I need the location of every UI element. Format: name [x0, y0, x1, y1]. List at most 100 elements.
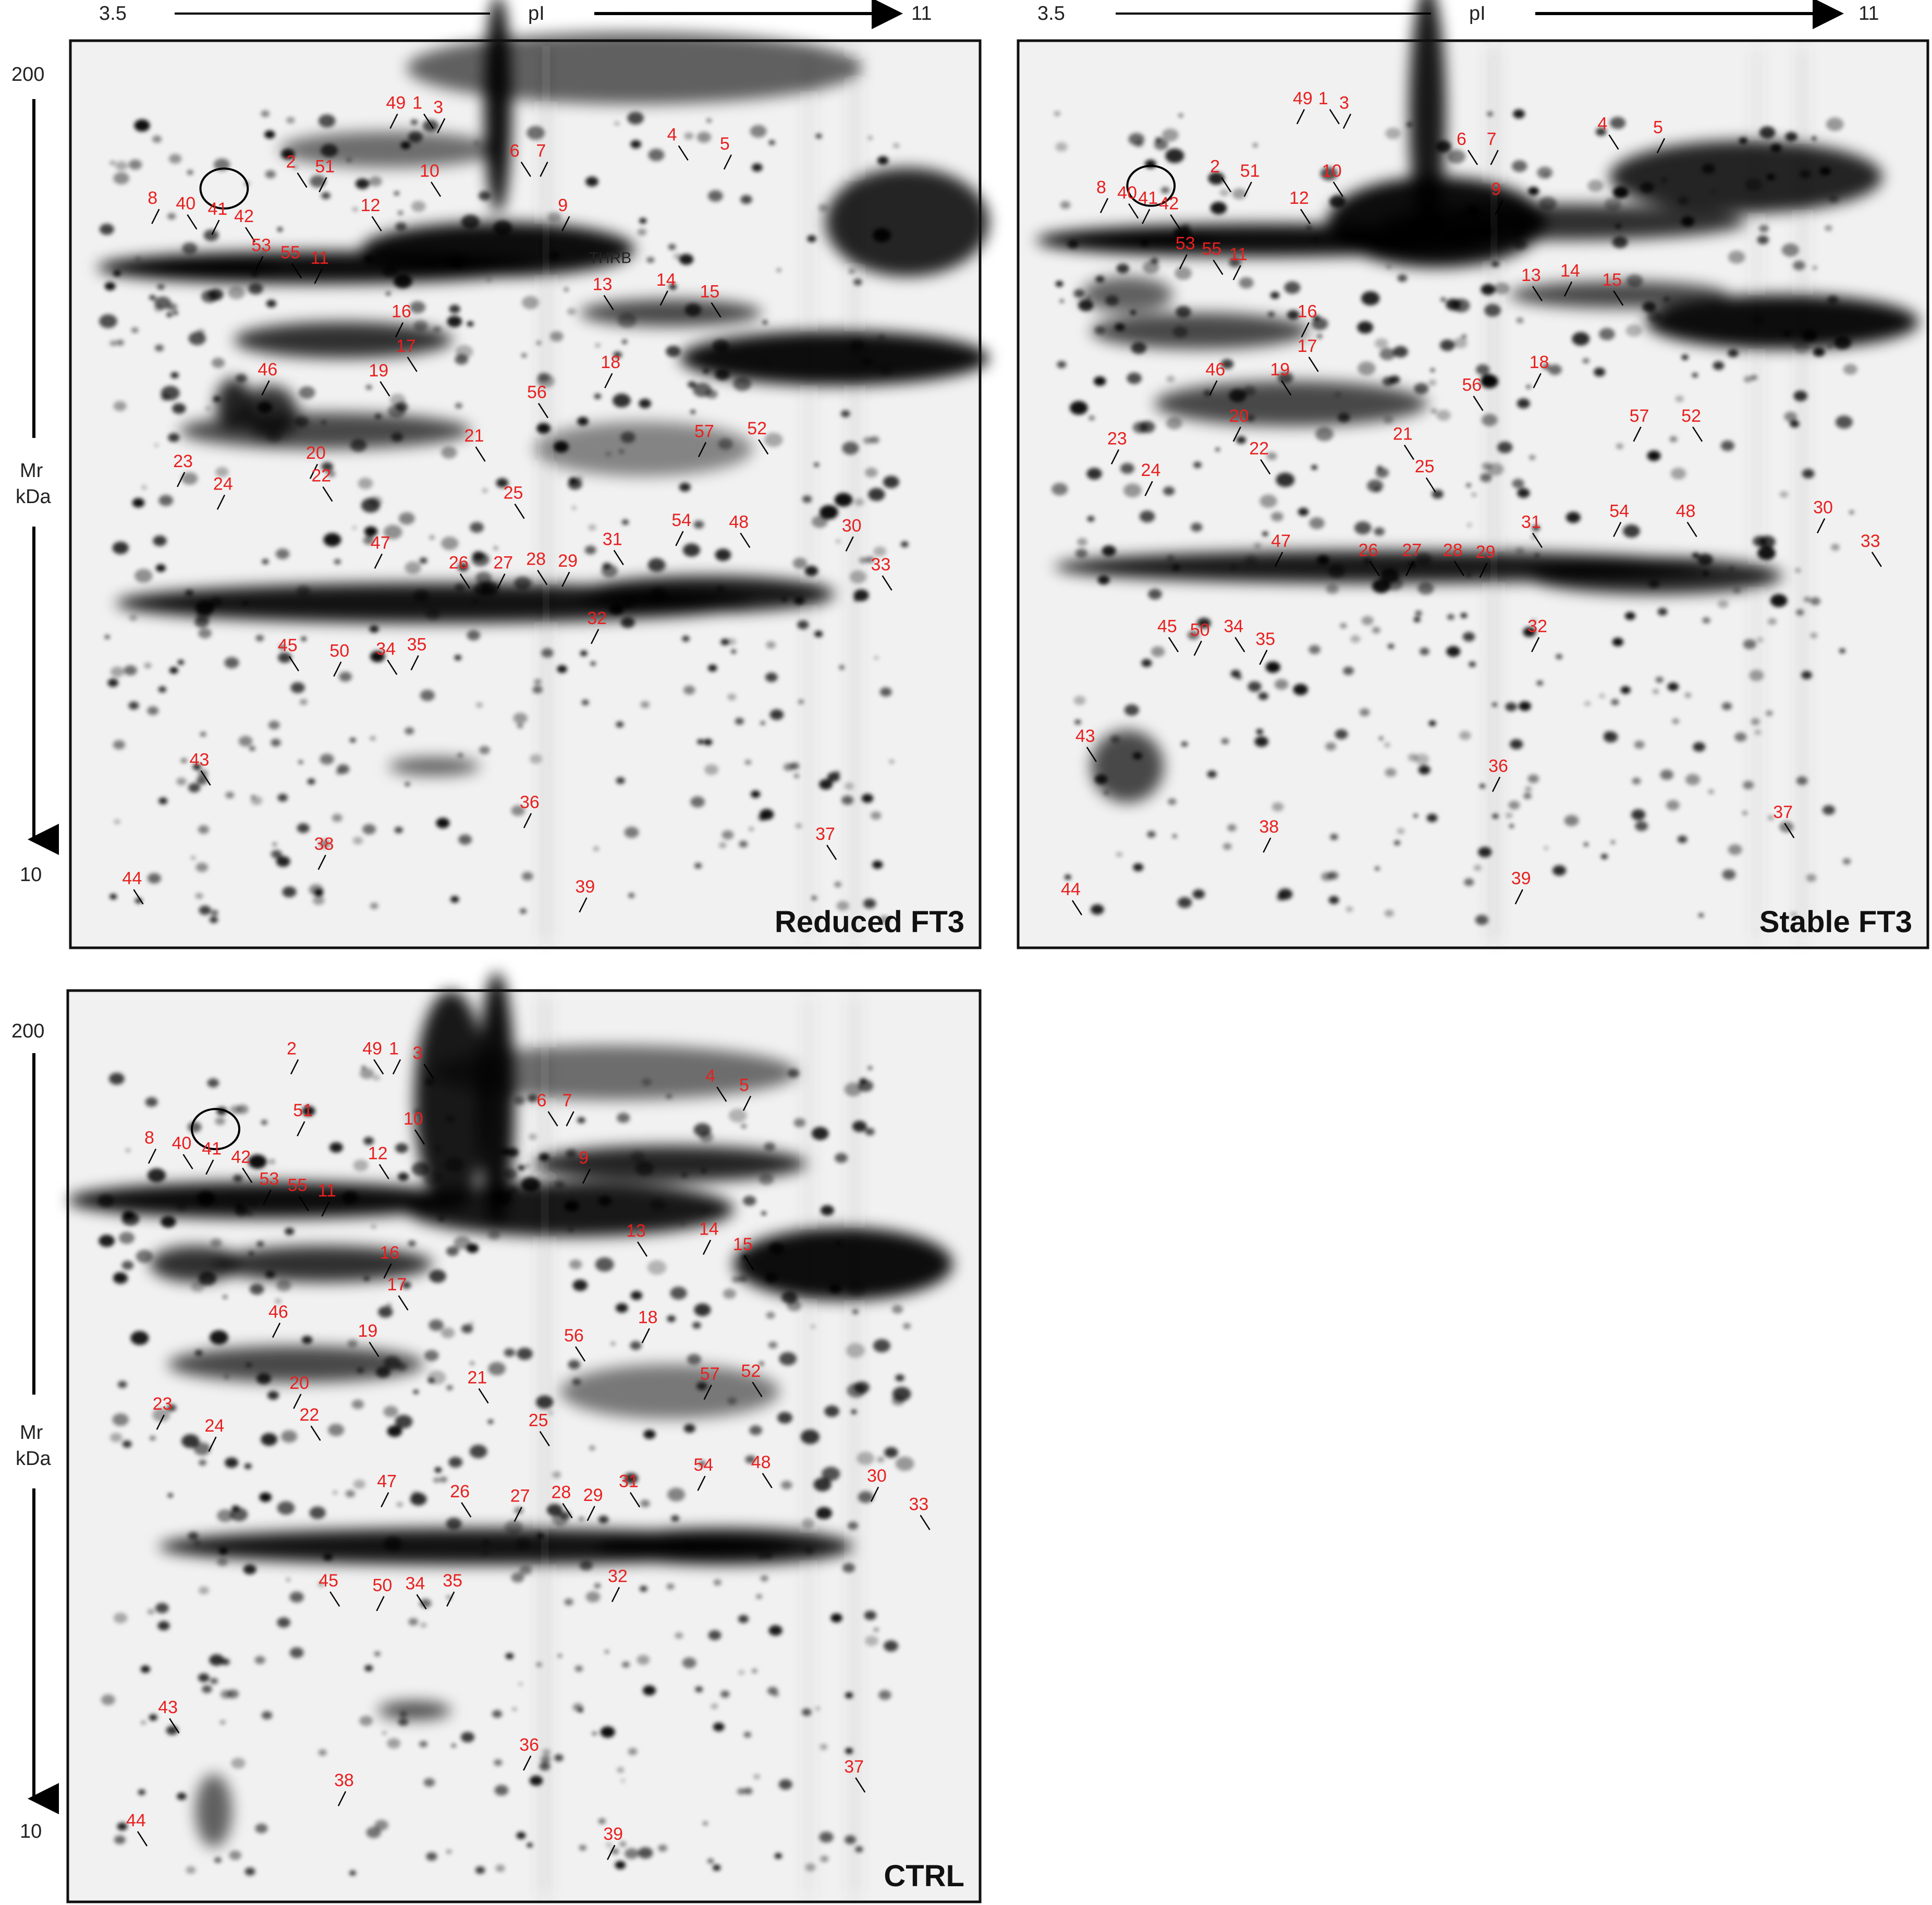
- protein-spot: [1702, 163, 1715, 174]
- protein-spot: [361, 498, 381, 513]
- protein-spot: [244, 1463, 252, 1469]
- protein-spot: [739, 840, 748, 848]
- protein-spot: [394, 826, 403, 834]
- spot-leader-line: [317, 854, 326, 870]
- protein-spot: [1634, 740, 1645, 749]
- protein-spot: [413, 320, 428, 332]
- protein-spot: [829, 1284, 841, 1293]
- spot-label-10: 10: [420, 161, 439, 181]
- protein-spot: [233, 1175, 243, 1182]
- protein-spot: [682, 636, 690, 642]
- protein-spot: [648, 558, 665, 571]
- protein-spot: [243, 1564, 256, 1574]
- protein-spot: [1827, 344, 1833, 348]
- spot-label-4: 4: [1598, 114, 1608, 134]
- protein-spot: [616, 721, 624, 728]
- spot-leader-line: [629, 1492, 641, 1508]
- protein-spot: [801, 1518, 815, 1529]
- protein-spot: [1389, 375, 1400, 384]
- protein-spot: [879, 687, 892, 697]
- protein-spot: [475, 571, 492, 584]
- protein-spot: [1506, 812, 1513, 819]
- thrb-label: THRB: [589, 249, 632, 266]
- protein-spot: [852, 1120, 867, 1132]
- protein-spot: [231, 1757, 246, 1769]
- mr-axis-unit: kDa: [16, 486, 51, 508]
- protein-spot: [265, 170, 276, 179]
- protein-spot: [441, 446, 457, 459]
- protein-spot: [718, 438, 733, 450]
- protein-spot: [581, 700, 589, 705]
- protein-spot: [1055, 280, 1063, 287]
- protein-spot: [1509, 824, 1514, 828]
- protein-spot: [186, 1866, 196, 1874]
- protein-band: [414, 991, 487, 1210]
- protein-spot: [363, 1137, 374, 1145]
- protein-spot: [198, 1673, 210, 1682]
- spot-leader-line: [845, 536, 854, 552]
- spot-leader-line: [333, 661, 342, 677]
- protein-spot: [1172, 326, 1188, 338]
- protein-spot: [1494, 282, 1510, 295]
- protein-spot: [529, 1775, 543, 1786]
- protein-spot: [121, 1261, 134, 1270]
- protein-spot: [261, 110, 270, 117]
- protein-spot: [578, 1708, 583, 1713]
- spot-leader-line: [319, 177, 327, 192]
- protein-spot: [255, 1823, 268, 1834]
- protein-spot: [130, 1331, 149, 1345]
- spot-leader-line: [272, 1322, 281, 1338]
- protein-spot: [486, 278, 492, 282]
- protein-spot: [1411, 222, 1421, 230]
- protein-spot: [1751, 375, 1757, 381]
- spot-leader-line: [205, 1159, 214, 1175]
- protein-spot: [549, 331, 564, 342]
- protein-spot: [167, 1404, 177, 1412]
- spot-leader-line: [373, 1059, 384, 1075]
- protein-spot: [1051, 483, 1068, 496]
- protein-spot: [1328, 565, 1346, 578]
- protein-spot: [529, 1133, 537, 1140]
- protein-spot: [182, 242, 198, 254]
- protein-spot: [751, 790, 761, 798]
- protein-band: [1091, 313, 1310, 349]
- protein-spot: [1469, 662, 1476, 667]
- protein-spot: [794, 596, 805, 605]
- spot-label-45: 45: [1157, 616, 1177, 636]
- protein-spot: [117, 1381, 127, 1388]
- protein-spot: [819, 505, 838, 520]
- protein-spot: [846, 1343, 865, 1358]
- spot-label-31: 31: [603, 529, 622, 549]
- protein-spot: [865, 1635, 879, 1646]
- protein-spot: [1298, 507, 1309, 516]
- protein-spot: [564, 1598, 573, 1606]
- spot-label-13: 13: [626, 1221, 646, 1241]
- protein-spot: [569, 1259, 582, 1269]
- protein-spot: [355, 178, 370, 189]
- protein-spot: [690, 796, 705, 808]
- spot-label-46: 46: [258, 360, 277, 380]
- spot-leader-line: [423, 113, 434, 129]
- protein-spot: [1239, 277, 1254, 289]
- protein-spot: [1267, 311, 1275, 318]
- protein-spot: [1436, 140, 1451, 153]
- protein-spot: [1123, 483, 1142, 497]
- protein-spot: [1770, 143, 1782, 152]
- protein-spot: [727, 693, 737, 701]
- protein-spot: [1175, 266, 1192, 280]
- spot-label-56: 56: [527, 383, 547, 402]
- protein-spot: [1309, 645, 1320, 654]
- protein-spot: [441, 536, 459, 551]
- spot-leader-line: [870, 1486, 879, 1502]
- protein-spot: [1464, 878, 1474, 886]
- protein-spot: [1363, 558, 1372, 565]
- protein-spot: [868, 487, 885, 501]
- protein-spot: [488, 1362, 506, 1376]
- spot-leader-line: [1086, 747, 1097, 762]
- protein-spot: [564, 287, 569, 292]
- protein-spot: [244, 1867, 255, 1876]
- vertical-streak: [543, 46, 549, 943]
- protein-spot: [352, 207, 358, 212]
- protein-spot: [787, 1300, 802, 1312]
- protein-spot: [514, 1096, 525, 1105]
